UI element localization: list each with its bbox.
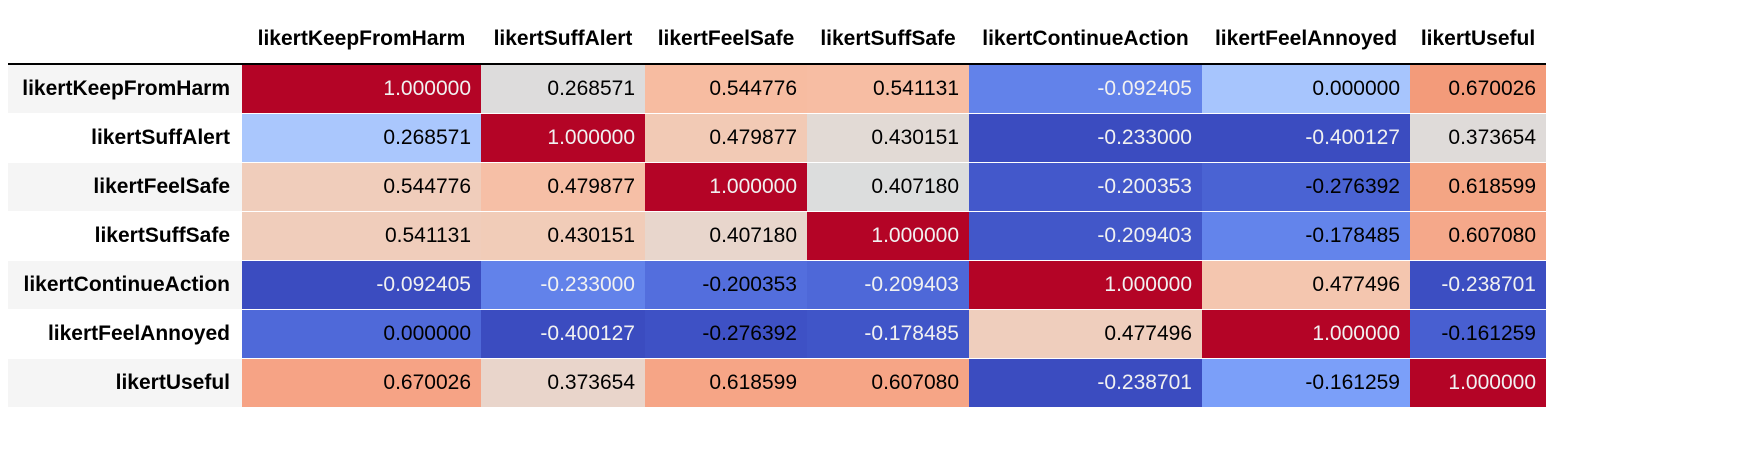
column-header: likertSuffSafe [807,15,969,65]
heatmap-cell: -0.400127 [1202,113,1410,163]
heatmap-cell: -0.233000 [481,260,645,310]
column-header: likertContinueAction [969,15,1202,65]
heatmap-cell: -0.209403 [969,211,1202,261]
heatmap-cell: 0.430151 [807,113,969,163]
heatmap-cell: 0.373654 [481,358,645,407]
heatmap-cell: -0.200353 [645,260,807,310]
heatmap-cell: -0.161259 [1410,309,1546,359]
heatmap-cell: 1.000000 [1410,358,1546,407]
heatmap-cell: -0.238701 [969,358,1202,407]
heatmap-cell: 0.607080 [1410,211,1546,261]
column-header: likertFeelSafe [645,15,807,65]
heatmap-cell: 0.541131 [242,211,481,261]
heatmap-cell: 0.407180 [645,211,807,261]
heatmap-cell: 0.670026 [1410,64,1546,114]
heatmap-cell: 0.373654 [1410,113,1546,163]
heatmap-cell: 1.000000 [645,162,807,212]
row-header: likertUseful [8,358,242,407]
heatmap-cell: 0.477496 [1202,260,1410,310]
heatmap-cell: 0.268571 [242,113,481,163]
heatmap-cell: 0.544776 [645,64,807,114]
heatmap-cell: -0.209403 [807,260,969,310]
heatmap-cell: 0.618599 [645,358,807,407]
heatmap-cell: -0.276392 [645,309,807,359]
table-header: likertKeepFromHarm likertSuffAlert likertF… [8,15,1546,65]
heatmap-cell: 1.000000 [242,64,481,114]
heatmap-cell: -0.238701 [1410,260,1546,310]
heatmap-cell: 0.407180 [807,162,969,212]
corner-cell [8,15,242,65]
column-header: likertSuffAlert [481,15,645,65]
heatmap-cell: 0.000000 [242,309,481,359]
heatmap-cell: -0.276392 [1202,162,1410,212]
row-header: likertSuffAlert [8,113,242,163]
heatmap-cell: 1.000000 [1202,309,1410,359]
heatmap-cell: -0.092405 [969,64,1202,114]
table-row: likertSuffAlert 0.268571 1.000000 0.479877 0… [8,113,1546,163]
heatmap-cell: -0.092405 [242,260,481,310]
heatmap-cell: 0.479877 [481,162,645,212]
heatmap-cell: -0.400127 [481,309,645,359]
heatmap-cell: 0.541131 [807,64,969,114]
table-row: likertFeelSafe 0.544776 0.479877 1.000000 0.… [8,162,1546,212]
table-row: likertContinueAction -0.092405 -0.233000 -0… [8,260,1546,310]
table-body: likertKeepFromHarm 1.000000 0.268571 0.5447… [8,64,1546,407]
table-row: likertSuffSafe 0.541131 0.430151 0.407180 1.… [8,211,1546,261]
column-header: likertFeelAnnoyed [1202,15,1410,65]
row-header: likertKeepFromHarm [8,64,242,114]
heatmap-cell: 0.000000 [1202,64,1410,114]
heatmap-cell: 0.618599 [1410,162,1546,212]
header-row: likertKeepFromHarm likertSuffAlert likertF… [8,15,1546,65]
column-header: likertUseful [1410,15,1546,65]
heatmap-cell: 0.430151 [481,211,645,261]
row-header: likertContinueAction [8,260,242,310]
heatmap-cell: 1.000000 [969,260,1202,310]
heatmap-cell: 1.000000 [807,211,969,261]
heatmap-cell: 0.268571 [481,64,645,114]
row-header: likertSuffSafe [8,211,242,261]
table-row: likertUseful 0.670026 0.373654 0.618599 0.60… [8,358,1546,407]
table-row: likertFeelAnnoyed 0.000000 -0.400127 -0.276… [8,309,1546,359]
column-header: likertKeepFromHarm [242,15,481,65]
heatmap-cell: 0.477496 [969,309,1202,359]
heatmap-cell: 0.607080 [807,358,969,407]
row-header: likertFeelAnnoyed [8,309,242,359]
heatmap-cell: 0.544776 [242,162,481,212]
heatmap-cell: -0.178485 [807,309,969,359]
heatmap-cell: 0.479877 [645,113,807,163]
heatmap-cell: -0.178485 [1202,211,1410,261]
heatmap-cell: -0.200353 [969,162,1202,212]
heatmap-cell: 1.000000 [481,113,645,163]
correlation-table: likertKeepFromHarm likertSuffAlert likertF… [8,15,1546,407]
heatmap-cell: -0.161259 [1202,358,1410,407]
row-header: likertFeelSafe [8,162,242,212]
table-row: likertKeepFromHarm 1.000000 0.268571 0.5447… [8,64,1546,114]
heatmap-cell: -0.233000 [969,113,1202,163]
heatmap-cell: 0.670026 [242,358,481,407]
